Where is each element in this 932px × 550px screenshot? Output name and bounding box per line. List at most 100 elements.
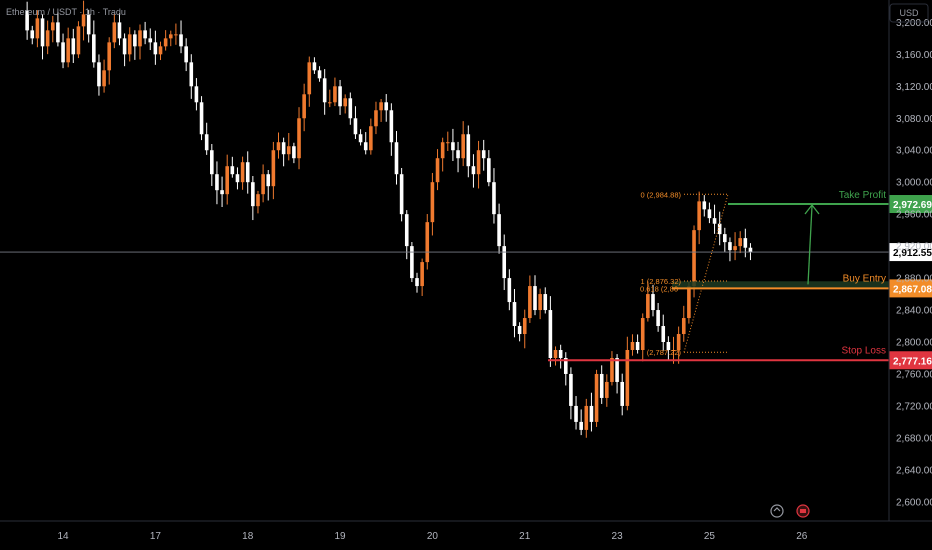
candle-body	[676, 334, 681, 350]
candle-body	[640, 318, 645, 350]
candle-body	[620, 381, 625, 406]
candle-body	[245, 162, 250, 183]
candle-body	[292, 146, 296, 159]
candle-body	[189, 62, 194, 87]
chart-title: Ethereum / USDT · 1h · Tradu	[6, 7, 126, 17]
candle-body	[599, 373, 604, 398]
time-tick-label: 18	[242, 531, 254, 542]
replay-icon[interactable]	[770, 504, 784, 518]
candle-body	[86, 14, 91, 35]
candle-body	[204, 134, 209, 151]
candle-body	[235, 174, 240, 183]
current-price-tag	[889, 243, 932, 262]
candle-body	[625, 349, 630, 406]
price-axis[interactable]: 3,200.00 3,160.00 3,120.00 3,080.00 3,040.00…	[896, 18, 932, 508]
candle-body	[646, 294, 650, 319]
candle-body	[687, 286, 691, 319]
candle-body	[348, 98, 353, 119]
candle-body	[307, 62, 312, 95]
candle-body	[302, 94, 306, 119]
candle-body	[743, 238, 748, 248]
price-tick-label: 3,120.00	[896, 82, 932, 93]
candle-body	[512, 302, 517, 327]
buy-entry-label: Buy Entry	[843, 273, 886, 284]
candle-body	[543, 294, 548, 311]
time-tick-label: 14	[57, 531, 69, 542]
candle-body	[451, 142, 455, 151]
candle-body	[605, 381, 609, 398]
candle-body	[40, 18, 45, 47]
time-tick-label: 19	[334, 531, 346, 542]
candle-body	[328, 102, 332, 104]
candle-body	[425, 222, 430, 263]
take-profit-value: 2,972.69	[893, 200, 932, 211]
candle-body	[492, 182, 496, 215]
candle-body	[369, 126, 373, 151]
price-tick-label: 2,640.00	[896, 465, 932, 476]
price-tick-label: 2,760.00	[896, 369, 932, 380]
candle-body	[589, 405, 594, 422]
candle-body	[497, 214, 501, 247]
candle-body	[50, 22, 55, 31]
candle-body	[487, 158, 491, 183]
candle-body	[692, 230, 696, 287]
candle-body	[481, 150, 486, 159]
candle-body	[558, 349, 563, 358]
candle-body	[548, 310, 553, 358]
candle-body	[723, 234, 727, 243]
candle-body	[81, 14, 86, 27]
time-axis[interactable]: 14 17 18 19 20 21 23 25 26	[57, 531, 807, 542]
candle-body	[256, 194, 260, 207]
price-tick-label: 2,680.00	[896, 433, 932, 444]
candle-body	[584, 405, 589, 430]
candle-body	[184, 46, 188, 63]
candle-body	[569, 373, 573, 406]
candle-body	[574, 405, 578, 422]
candle-body	[522, 318, 527, 335]
candle-body	[174, 34, 178, 36]
candle-body	[133, 34, 137, 47]
candle-body	[153, 42, 158, 55]
candle-body	[471, 166, 476, 175]
candle-body	[476, 150, 481, 175]
candle-body	[179, 34, 183, 47]
time-tick-label: 26	[796, 531, 808, 542]
candle-body	[143, 30, 147, 39]
buy-entry-tag	[889, 279, 932, 298]
candle-body	[579, 421, 583, 430]
candle-body	[122, 38, 127, 55]
candle-body	[251, 182, 255, 207]
fib-label-1: 1 (2,876.32)	[641, 277, 682, 286]
candle-body	[717, 223, 722, 235]
candle-body	[163, 38, 168, 47]
candle-body	[507, 278, 512, 303]
price-tick-label: 2,800.00	[896, 338, 932, 349]
candle-body	[261, 174, 265, 195]
time-tick-label: 25	[704, 531, 716, 542]
candle-body	[630, 342, 635, 350]
candle-body	[35, 18, 40, 39]
candle-body	[404, 214, 409, 247]
candle-body	[697, 201, 701, 231]
price-tick-label: 3,160.00	[896, 50, 932, 61]
time-tick-label: 17	[150, 531, 162, 542]
candle-body	[461, 134, 465, 159]
candle-body	[358, 134, 363, 143]
candle-body	[610, 357, 614, 382]
candle-body	[456, 150, 460, 159]
snapshot-icon[interactable]	[796, 504, 810, 518]
stop-loss-tag	[889, 351, 932, 370]
candle-body	[533, 286, 537, 311]
candle-body	[420, 262, 424, 287]
stop-loss-value: 2,777.16	[893, 356, 932, 367]
fib-label-0: 0 (2,984.88)	[641, 190, 682, 199]
currency-box[interactable]	[889, 3, 929, 23]
candle-body	[343, 98, 347, 107]
candle-body	[215, 174, 219, 191]
candle-body	[661, 326, 666, 343]
candle-body	[656, 310, 660, 327]
candle-body	[338, 86, 342, 107]
candle-body	[271, 150, 276, 187]
candle-body	[553, 349, 558, 358]
